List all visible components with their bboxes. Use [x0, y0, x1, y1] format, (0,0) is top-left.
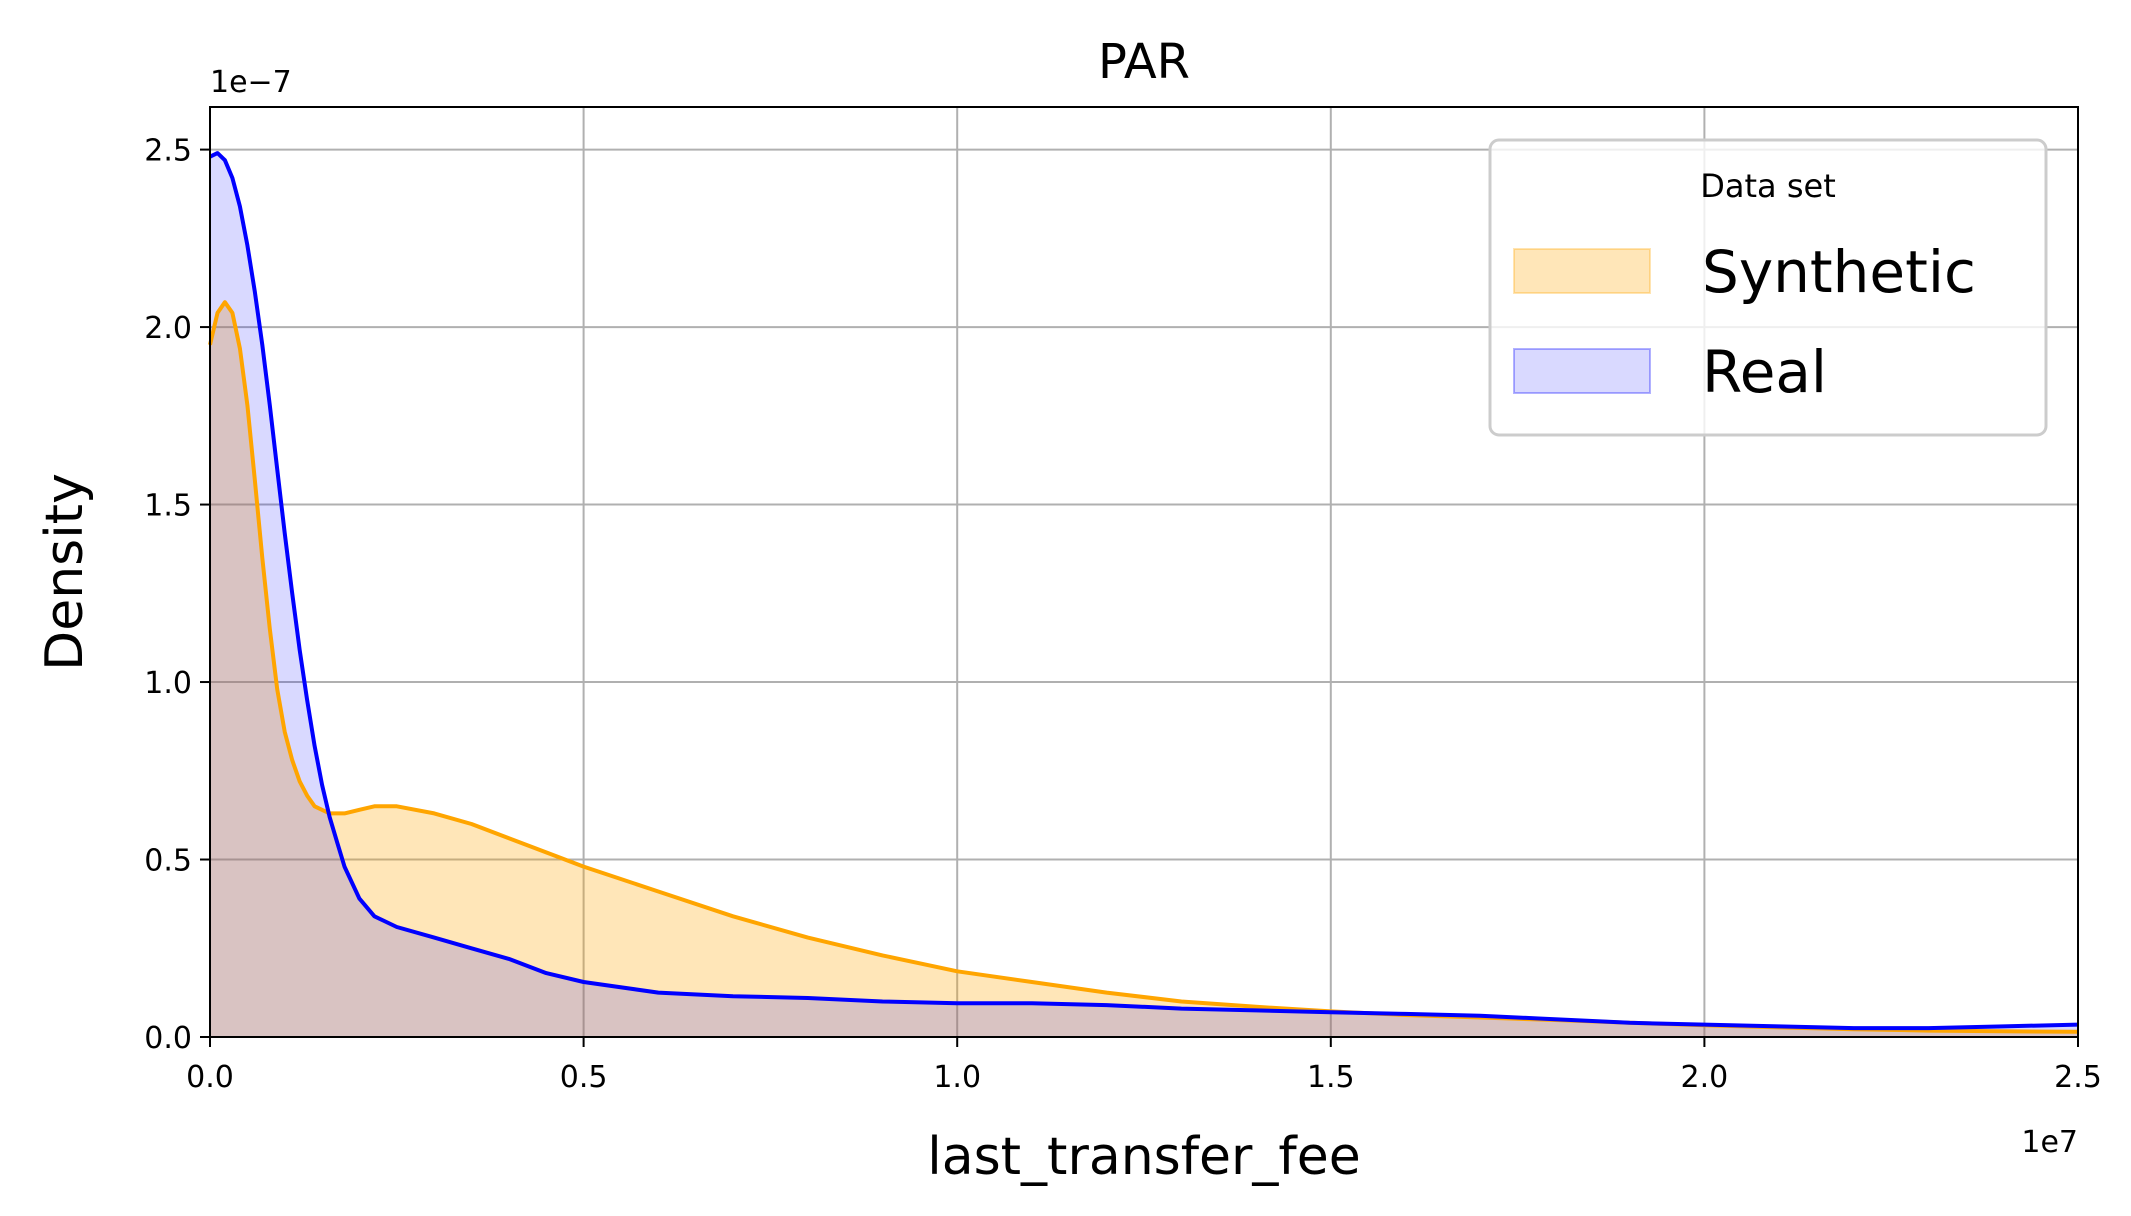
y-tick-label: 2.5 — [144, 134, 192, 169]
x-tick-label: 1.5 — [1307, 1060, 1355, 1095]
y-axis-ticks: 0.0 0.5 1.0 1.5 2.0 2.5 — [144, 134, 210, 1056]
x-tick-label: 0.0 — [186, 1060, 234, 1095]
axes-frame — [209, 106, 2079, 1038]
x-tick-label: 2.0 — [1681, 1060, 1729, 1095]
x-offset-label: 1e7 — [2021, 1125, 2078, 1160]
x-axis-label: last_transfer_fee — [927, 1127, 1360, 1187]
line-real — [209, 151, 2079, 1031]
legend-frame — [1488, 138, 2048, 437]
legend-swatch-real — [1513, 348, 1651, 394]
density-areas — [210, 153, 2078, 1038]
area-synthetic — [210, 302, 2078, 1037]
y-tick-label: 0.5 — [144, 844, 192, 879]
y-tick-label: 1.0 — [144, 666, 192, 701]
chart-title: PAR — [1098, 34, 1190, 90]
legend-title: Data set — [1700, 167, 1835, 205]
y-axis-label: Density — [35, 473, 95, 671]
legend-label-synthetic: Synthetic — [1702, 238, 1976, 306]
legend: Data set Synthetic Real — [1488, 138, 2048, 437]
legend-label-real: Real — [1702, 338, 1827, 406]
x-tick-label: 1.0 — [933, 1060, 981, 1095]
legend-swatch-synthetic — [1513, 248, 1651, 294]
x-tick-label: 2.5 — [2054, 1060, 2102, 1095]
x-axis-ticks: 0.0 0.5 1.0 1.5 2.0 2.5 — [186, 1037, 2102, 1095]
density-lines — [208, 151, 2079, 1034]
y-tick-label: 0.0 — [144, 1021, 192, 1056]
area-real — [210, 153, 2078, 1038]
y-tick-label: 1.5 — [144, 489, 192, 524]
y-tick-label: 2.0 — [144, 311, 192, 346]
y-offset-label: 1e−7 — [210, 65, 292, 100]
x-tick-label: 0.5 — [560, 1060, 608, 1095]
